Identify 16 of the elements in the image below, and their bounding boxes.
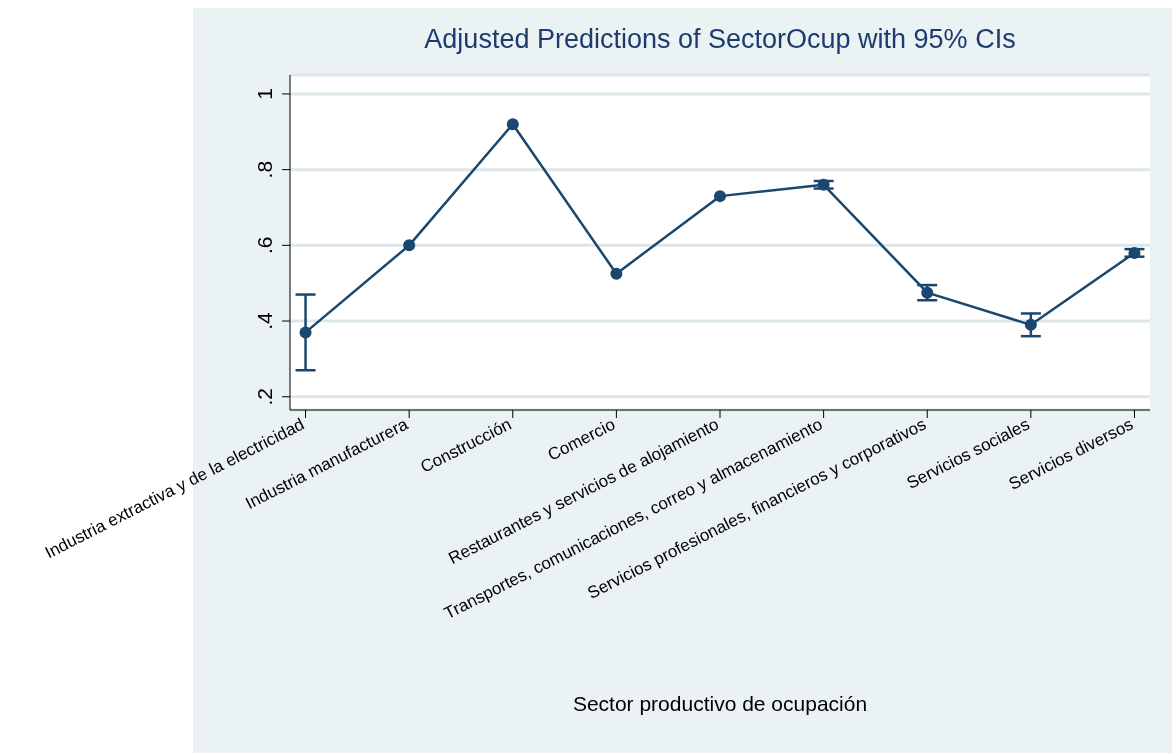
point [1128,246,1141,259]
point [1024,318,1037,331]
x-axis-title: Sector productivo de ocupación [572,692,868,715]
point [921,286,934,299]
y-tick-label: .6 [253,236,276,255]
point [714,190,726,203]
point [403,239,416,252]
y-tick-label: .2 [253,387,276,406]
y-tick-label: .8 [253,160,276,179]
point [506,118,519,131]
point [817,178,830,191]
y-tick-label: .4 [253,311,276,330]
y-tick-label: 1 [253,88,276,100]
point [299,326,312,339]
chart-title: Adjusted Predictions of SectorOcup with 95% CIs [423,24,1017,55]
point [610,267,623,280]
